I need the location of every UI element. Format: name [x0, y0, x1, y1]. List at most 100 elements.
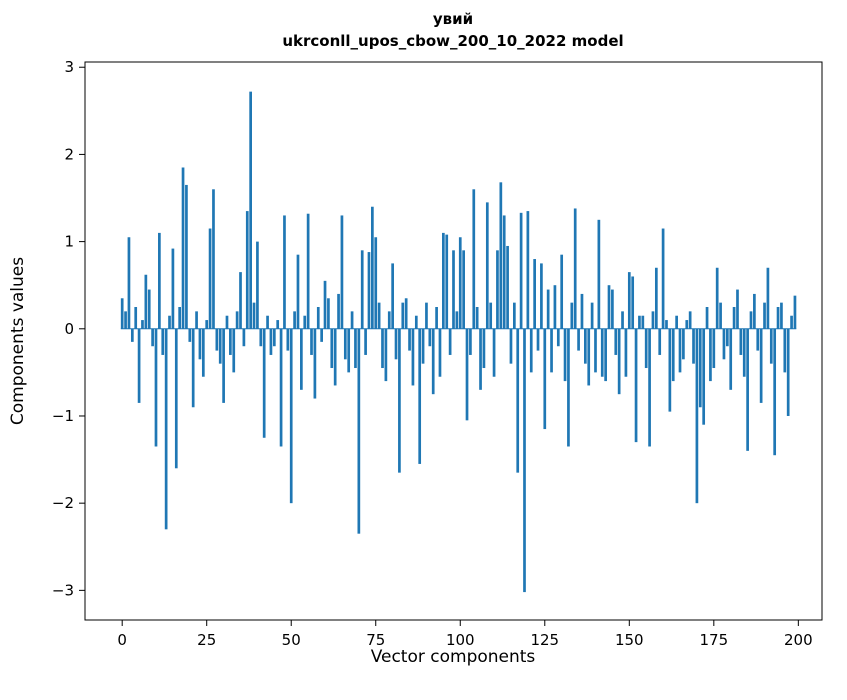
bar [773, 328, 777, 456]
bar [698, 328, 702, 408]
bar [168, 315, 171, 329]
bar [327, 298, 330, 329]
bar [191, 328, 195, 408]
bar [360, 250, 364, 329]
bar [665, 320, 668, 329]
x-tick-label: 25 [197, 631, 216, 649]
bar [712, 328, 716, 369]
bar [141, 320, 144, 329]
bar [597, 219, 601, 329]
bar [171, 248, 175, 329]
bar [587, 328, 591, 386]
bar [695, 328, 699, 504]
bar [739, 328, 743, 355]
bar [509, 328, 513, 364]
bar [688, 311, 692, 329]
bar [330, 328, 334, 369]
bar [235, 311, 239, 329]
bar [414, 315, 418, 329]
bar [502, 215, 506, 329]
y-tick-label: −2 [52, 494, 74, 512]
bar [408, 328, 411, 351]
bar [783, 328, 787, 373]
bar [519, 212, 523, 329]
bar [218, 328, 222, 364]
bar [746, 328, 749, 451]
bar [648, 328, 651, 447]
bar [411, 328, 415, 386]
bar [529, 328, 533, 373]
x-tick-label: 100 [446, 631, 475, 649]
bar [638, 315, 641, 329]
bar [208, 228, 212, 329]
bar [313, 328, 317, 399]
bar [174, 328, 178, 469]
bar [222, 328, 225, 403]
bar [347, 328, 351, 373]
bar [749, 311, 753, 329]
bar [763, 302, 766, 329]
bar [627, 272, 631, 329]
bar [776, 307, 780, 329]
bar [722, 328, 726, 360]
bar [232, 328, 236, 373]
bar [435, 307, 438, 329]
plot-area: 0 25 50 75 100 125 150 175 200 −3 −2 −1 0 1 2 3 [52, 58, 823, 649]
bar [404, 298, 408, 329]
bar [323, 280, 327, 329]
bar [465, 328, 469, 421]
x-tick-label: 150 [615, 631, 644, 649]
bar [249, 91, 252, 329]
bar [624, 328, 628, 377]
bar [753, 293, 756, 329]
x-tick-label: 175 [699, 631, 728, 649]
bar [428, 328, 432, 347]
bar [239, 272, 242, 329]
bar [709, 328, 712, 382]
bar [644, 328, 648, 369]
bar [678, 328, 682, 373]
bar [553, 285, 557, 329]
bar [621, 311, 624, 329]
bar [577, 328, 580, 351]
bar [259, 328, 263, 347]
bar [188, 328, 192, 342]
bar [134, 307, 138, 329]
bar [242, 328, 246, 347]
bar [431, 328, 435, 395]
bar [401, 302, 405, 329]
bar [354, 328, 357, 369]
bar [729, 328, 733, 390]
bar [377, 302, 381, 329]
bar [201, 328, 205, 377]
bar [120, 298, 124, 329]
bar [124, 311, 127, 329]
bar [178, 307, 182, 329]
bar [384, 328, 388, 382]
bar [340, 215, 344, 329]
bar [300, 328, 303, 390]
bar [391, 263, 394, 329]
bar [333, 328, 337, 386]
bar [158, 232, 161, 329]
bar [205, 320, 209, 329]
bar [475, 307, 479, 329]
bar [161, 328, 165, 355]
bar [790, 315, 793, 329]
bar [675, 315, 678, 329]
chart-title: увий [433, 10, 473, 28]
bar [489, 302, 493, 329]
bar [742, 328, 746, 377]
bar [492, 328, 496, 377]
bar [320, 328, 323, 342]
bar [445, 234, 449, 329]
bar [364, 328, 367, 355]
x-tick-label: 125 [530, 631, 559, 649]
bar [266, 315, 269, 329]
bar [702, 328, 706, 425]
bar [607, 285, 611, 329]
bar [198, 328, 202, 360]
bar [310, 328, 313, 355]
bar [485, 202, 489, 329]
